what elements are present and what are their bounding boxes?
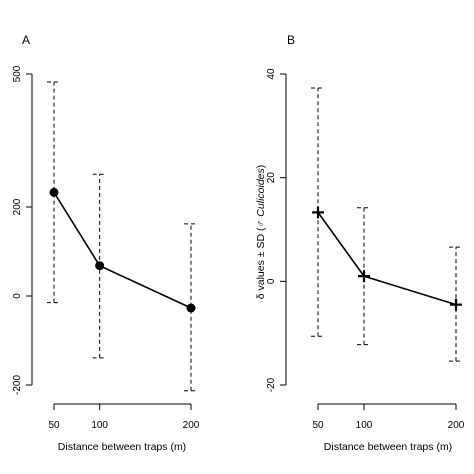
data-point (49, 187, 59, 197)
panel-b-y-axis-title-species: Culicoides (255, 167, 267, 216)
panel-b-y-axis-title-suffix: ) (255, 165, 267, 169)
data-point (95, 261, 105, 271)
y-tick-label: -20 (266, 377, 277, 392)
data-point (186, 303, 196, 313)
panel-b-x-axis-title: Distance between traps (m) (324, 441, 452, 453)
series-line (317, 211, 457, 306)
x-tick-label: 200 (183, 420, 200, 431)
x-tick-label: 50 (48, 420, 60, 431)
panel-b: B -20 0 20 40 50 100 200 Distance between tra… (255, 33, 465, 453)
panel-b-y-axis-title: δ values ± SD (♂ Culicoides) (255, 165, 267, 300)
data-point (312, 206, 324, 219)
x-tick-label: 200 (448, 420, 465, 431)
panel-b-y-ticks: -20 0 20 40 (266, 68, 286, 392)
panel-b-y-axis-title-symbol: ♂ (255, 220, 267, 228)
y-tick-label: 40 (266, 68, 277, 80)
series-line (53, 191, 192, 309)
y-tick-label: 200 (12, 198, 23, 215)
panel-a-x-axis-title: Distance between traps (m) (58, 441, 186, 453)
panel-b-marks (311, 87, 463, 362)
y-tick-label: 500 (12, 65, 23, 82)
y-tick-label: -200 (12, 375, 23, 395)
panel-a-y-ticks: -200 0 200 500 (12, 65, 32, 395)
x-tick-label: 100 (356, 420, 373, 431)
panel-b-y-axis-title-prefix: δ values ± SD ( (255, 227, 267, 299)
panel-b-x-ticks: 50 100 200 (312, 404, 465, 431)
panel-a-marks (47, 81, 198, 392)
panel-a-label: A (22, 33, 30, 47)
y-tick-label: 0 (12, 293, 23, 299)
panel-a-x-ticks: 50 100 200 (48, 404, 200, 431)
x-tick-label: 50 (312, 420, 324, 431)
data-point (450, 298, 462, 311)
data-point (358, 270, 370, 283)
panel-a: A -200 0 200 500 50 100 200 Distance between … (12, 33, 200, 453)
panel-b-label: B (287, 33, 295, 47)
y-tick-label: 0 (266, 278, 277, 284)
x-tick-label: 100 (91, 420, 108, 431)
y-tick-label: 20 (266, 172, 277, 184)
